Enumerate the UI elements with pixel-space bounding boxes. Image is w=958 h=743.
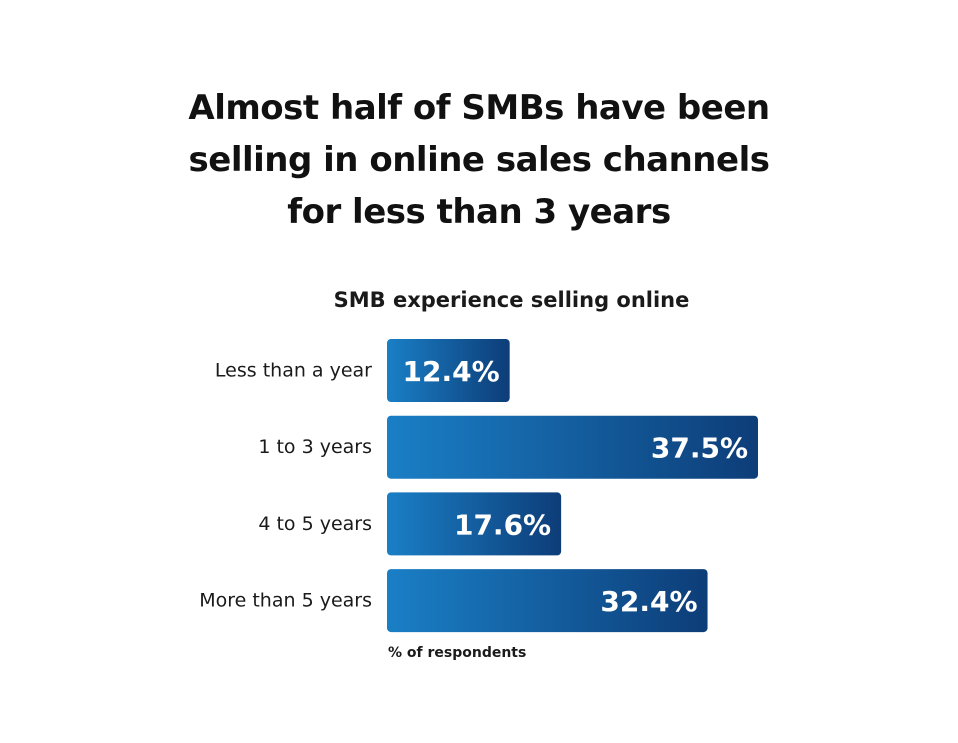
chart-title-line-2: selling in online sales channels bbox=[188, 140, 770, 180]
value-label-3: 32.4% bbox=[600, 585, 697, 618]
bar-2 bbox=[387, 492, 562, 556]
category-label-1: 1 to 3 years bbox=[258, 436, 372, 458]
chart-title-line-3: for less than 3 years bbox=[287, 192, 671, 232]
chart-title: Almost half of SMBs have been selling in… bbox=[0, 82, 958, 238]
category-label-0: Less than a year bbox=[215, 360, 372, 382]
value-label-2: 17.6% bbox=[454, 508, 551, 541]
bars-group: Less than a year 12.4% 1 to 3 years 37.5% 4 … bbox=[199, 339, 758, 633]
bar-3 bbox=[387, 569, 708, 633]
chart-title-line-1: Almost half of SMBs have been bbox=[188, 88, 770, 128]
bar-1 bbox=[387, 415, 758, 479]
chart-subtitle: SMB experience selling online bbox=[333, 288, 690, 312]
category-label-3: More than 5 years bbox=[199, 590, 372, 612]
category-label-2: 4 to 5 years bbox=[258, 513, 372, 535]
bar-0 bbox=[387, 339, 510, 402]
value-label-1: 37.5% bbox=[651, 432, 748, 465]
x-axis-label: % of respondents bbox=[388, 645, 527, 661]
value-label-0: 12.4% bbox=[403, 355, 500, 388]
